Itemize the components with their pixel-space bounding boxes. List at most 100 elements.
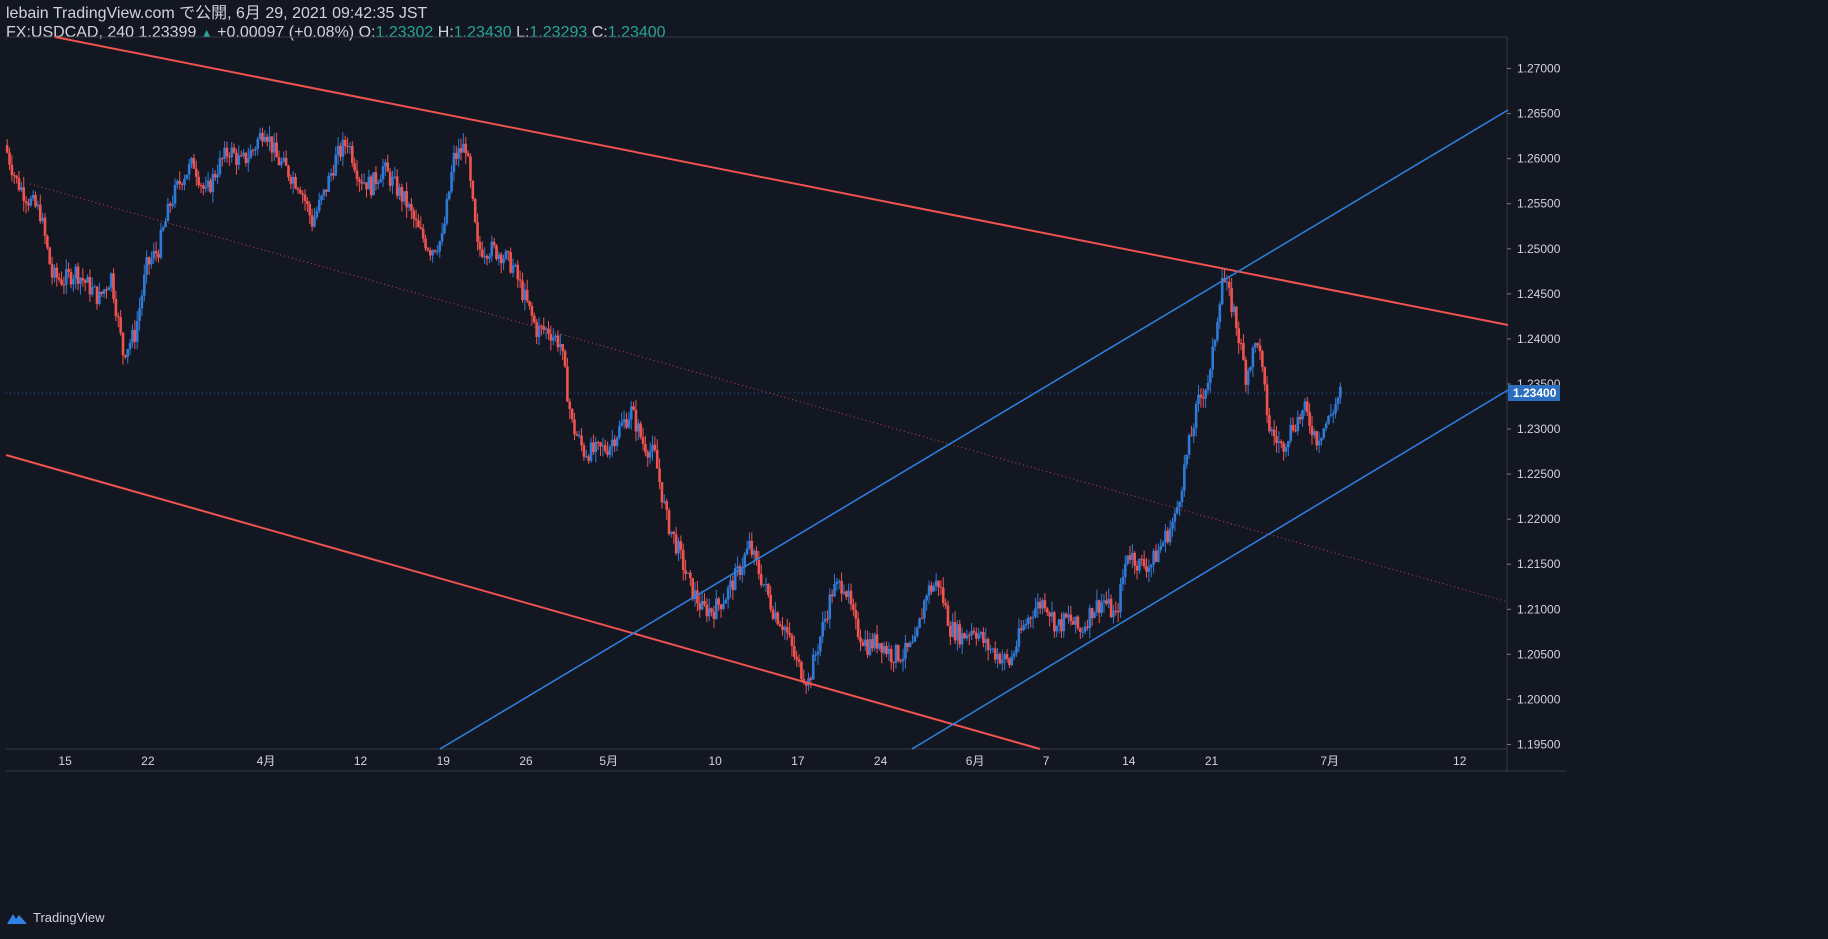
time-axis[interactable]: 15 22 4月 12 19 26 5月 10 17 24 6月 7 14 21 7月 12 (58, 754, 1466, 768)
candle[interactable] (582, 442, 586, 461)
candle[interactable] (431, 249, 434, 263)
candle[interactable] (1022, 620, 1025, 632)
candle[interactable] (414, 209, 418, 229)
candle[interactable] (729, 574, 732, 599)
candle[interactable] (1232, 303, 1236, 316)
candle[interactable] (485, 253, 489, 266)
candle[interactable] (1268, 407, 1271, 434)
candle[interactable] (1074, 616, 1077, 634)
candle[interactable] (1253, 342, 1257, 353)
candle[interactable] (767, 583, 770, 598)
candle[interactable] (1119, 578, 1122, 618)
candle[interactable] (533, 312, 536, 324)
candle[interactable] (1095, 589, 1099, 616)
candle[interactable] (1105, 591, 1108, 606)
candle[interactable] (611, 429, 614, 457)
candle[interactable] (1310, 415, 1314, 445)
candle[interactable] (868, 632, 872, 657)
candle[interactable] (1282, 441, 1285, 461)
candle[interactable] (785, 618, 789, 641)
candle[interactable] (788, 622, 791, 638)
candle[interactable] (655, 439, 659, 469)
candle[interactable] (1116, 603, 1120, 623)
candle[interactable] (1187, 433, 1191, 460)
candle[interactable] (72, 274, 75, 292)
candle[interactable] (866, 630, 869, 659)
candle[interactable] (764, 577, 768, 593)
candle[interactable] (733, 563, 737, 591)
candle[interactable] (417, 213, 420, 228)
candle[interactable] (209, 178, 212, 194)
candle[interactable] (1227, 276, 1231, 297)
candle[interactable] (937, 580, 940, 597)
candle[interactable] (119, 310, 122, 336)
candle[interactable] (648, 442, 652, 464)
candle[interactable] (899, 658, 902, 664)
candle[interactable] (287, 164, 290, 181)
candle[interactable] (1296, 410, 1300, 436)
candle[interactable] (1069, 605, 1073, 626)
candle[interactable] (488, 252, 491, 264)
candle[interactable] (1315, 430, 1319, 451)
candle[interactable] (291, 171, 295, 194)
candle[interactable] (885, 641, 888, 658)
candle[interactable] (272, 133, 276, 161)
candle[interactable] (816, 643, 820, 665)
candle[interactable] (1251, 345, 1255, 377)
candle[interactable] (882, 641, 886, 655)
candle[interactable] (128, 338, 132, 355)
candle[interactable] (1079, 626, 1082, 639)
candle[interactable] (544, 326, 548, 339)
candle[interactable] (268, 125, 271, 152)
candle[interactable] (1093, 611, 1096, 619)
candle[interactable] (303, 189, 307, 211)
candle[interactable] (826, 610, 829, 624)
candle[interactable] (476, 213, 479, 251)
candle[interactable] (1145, 557, 1148, 578)
candle[interactable] (1213, 339, 1217, 351)
candle[interactable] (348, 142, 352, 155)
candle[interactable] (86, 274, 89, 284)
candle[interactable] (920, 608, 924, 620)
candle[interactable] (466, 150, 470, 157)
candle[interactable] (1301, 409, 1304, 427)
candle[interactable] (428, 247, 432, 261)
candle[interactable] (887, 642, 891, 662)
candle[interactable] (880, 642, 884, 664)
candle[interactable] (232, 143, 236, 154)
candle[interactable] (57, 272, 61, 283)
candle[interactable] (514, 262, 517, 268)
candle[interactable] (216, 164, 219, 185)
candle[interactable] (1197, 385, 1200, 412)
candle[interactable] (639, 421, 642, 440)
candle[interactable] (1166, 527, 1170, 545)
candle[interactable] (372, 172, 375, 196)
candle[interactable] (689, 569, 692, 587)
candle[interactable] (863, 630, 867, 651)
candle[interactable] (343, 135, 347, 155)
candle[interactable] (1339, 382, 1342, 404)
candle[interactable] (142, 264, 146, 302)
candle[interactable] (1194, 400, 1198, 437)
candle[interactable] (225, 141, 229, 163)
candle[interactable] (289, 174, 293, 190)
candle[interactable] (757, 550, 761, 580)
candle[interactable] (703, 592, 706, 607)
candle[interactable] (525, 279, 529, 304)
candle[interactable] (1216, 317, 1219, 343)
candle[interactable] (745, 540, 749, 556)
candle[interactable] (814, 650, 817, 662)
candle[interactable] (823, 610, 827, 631)
candle[interactable] (575, 431, 579, 437)
candle[interactable] (412, 207, 416, 228)
candle[interactable] (634, 399, 638, 441)
candle[interactable] (327, 172, 330, 193)
candle[interactable] (211, 167, 215, 203)
candle[interactable] (147, 256, 151, 275)
candle[interactable] (391, 170, 394, 195)
candle[interactable] (906, 642, 910, 653)
candle[interactable] (46, 234, 49, 250)
candle[interactable] (239, 150, 243, 157)
candle[interactable] (743, 551, 746, 576)
candle[interactable] (282, 151, 286, 164)
